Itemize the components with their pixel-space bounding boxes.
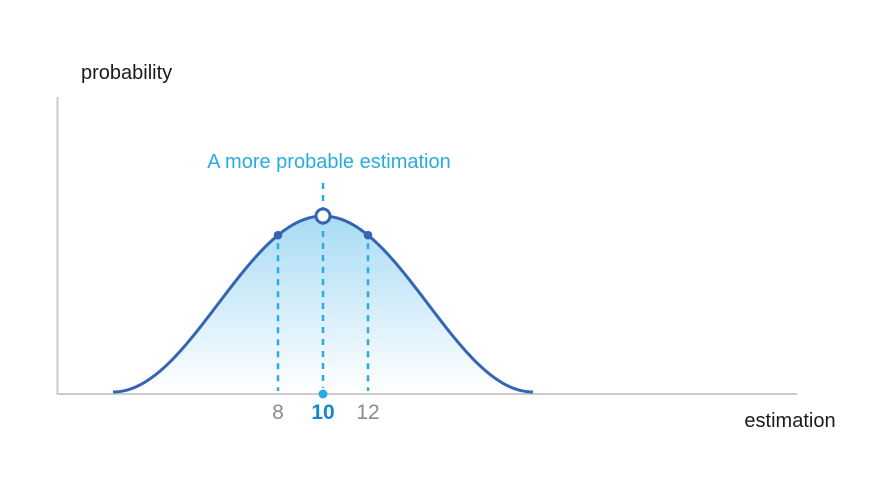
marker-filled-dot-12 [363,230,373,240]
x-axis-label: estimation [744,410,836,432]
y-axis-label: probability [81,62,173,84]
x-tick-8: 8 [272,401,284,424]
curve-markers [273,207,373,399]
annotation-label: A more probable estimation [207,151,451,173]
marker-filled-dot-10 [318,389,328,399]
marker-open-circle-10 [314,207,332,225]
x-tick-10: 10 [311,401,335,424]
guide-lines [276,183,370,391]
x-tick-12: 12 [356,401,380,424]
marker-filled-dot-8 [273,230,283,240]
